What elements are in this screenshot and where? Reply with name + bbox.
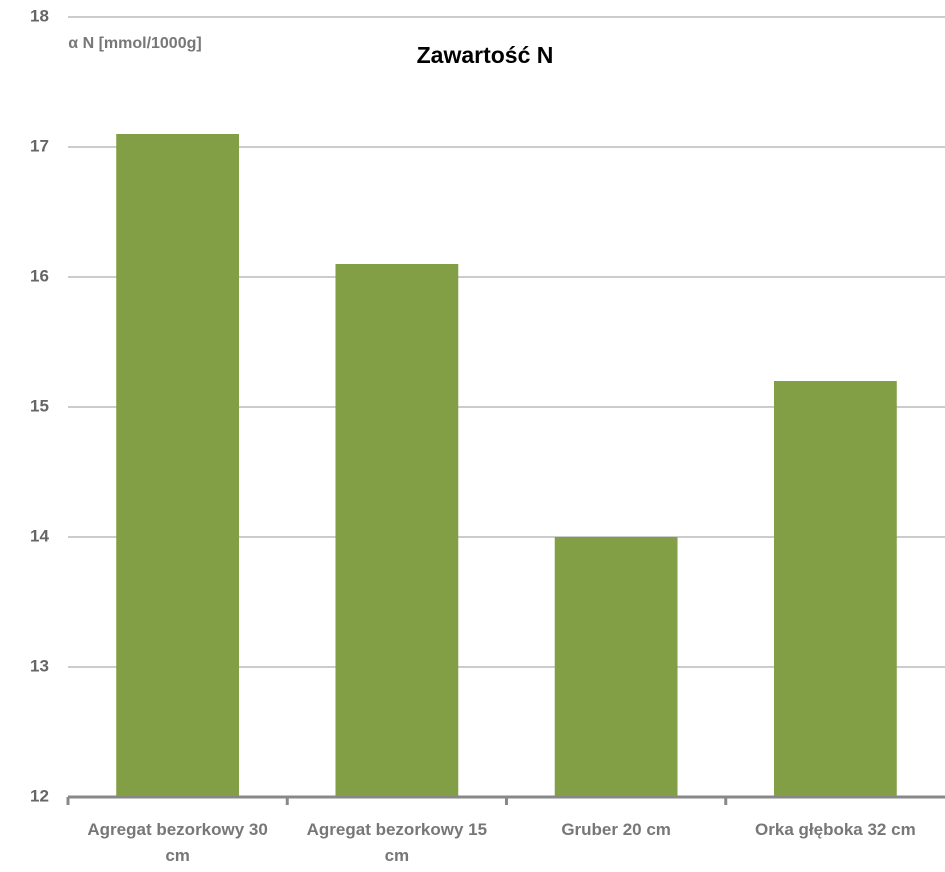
y-tick-label: 15 [30,396,49,415]
y-tick-label: 12 [30,786,49,805]
bar [335,264,459,797]
bar [116,134,240,797]
y-axis-label: α N [mmol/1000g] [68,35,202,52]
y-tick-label: 18 [30,6,49,25]
y-tick-label: 16 [30,266,49,285]
y-tick-label: 13 [30,656,49,675]
y-tick-label: 14 [30,526,49,545]
x-tick-label: Gruber 20 cm [561,820,671,839]
y-tick-label: 17 [30,136,49,155]
x-tick-label: Agregat bezorkowy 15 cm [306,820,488,865]
chart-title: Zawartość N [417,42,554,68]
x-tick-label: Orka głęboka 32 cm [755,820,916,839]
x-tick-label: Agregat bezorkowy 30 cm [87,820,268,865]
bar [773,381,897,797]
bar [554,537,678,797]
